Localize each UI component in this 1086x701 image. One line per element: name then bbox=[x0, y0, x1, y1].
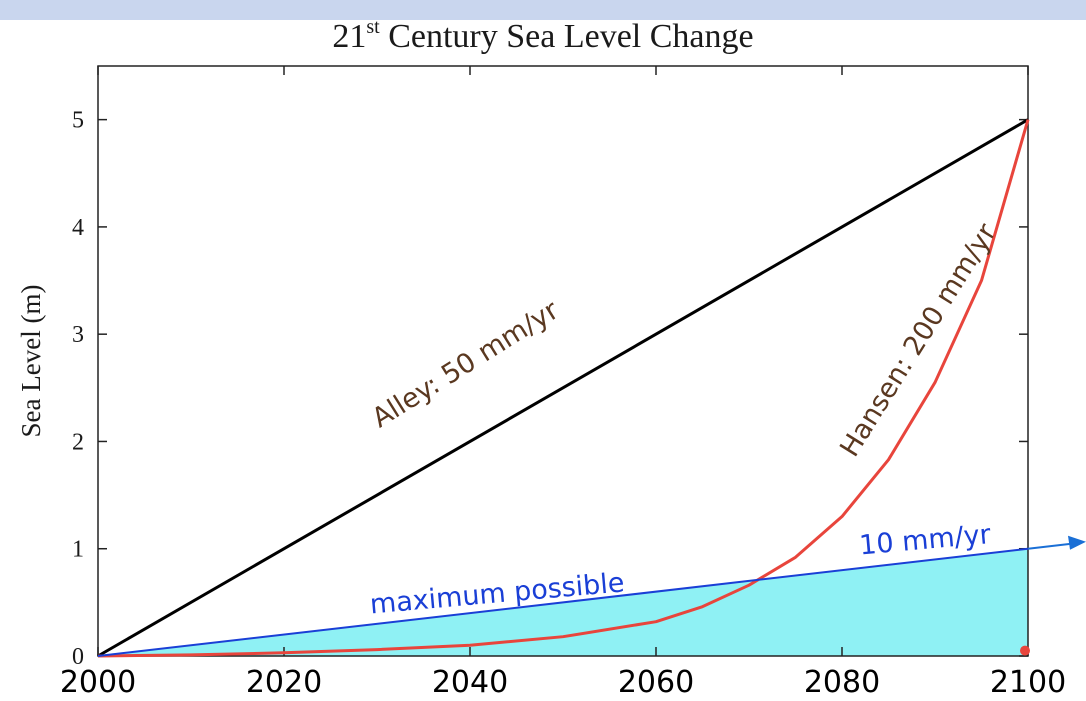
series-line bbox=[97, 119, 1030, 658]
annotation-label: Hansen: 200 mm/yr bbox=[834, 218, 1003, 463]
plot-frame bbox=[97, 65, 1029, 657]
annotation-label: Alley: 50 mm/yr bbox=[367, 294, 565, 434]
title-main: 21 bbox=[332, 18, 367, 55]
y-tick-label: 4 bbox=[72, 215, 84, 241]
x-tick-label: 2040 bbox=[432, 665, 508, 700]
x-tick-label: 2000 bbox=[60, 665, 136, 700]
y-tick-label: 5 bbox=[72, 108, 84, 134]
x-tick-label: 2080 bbox=[804, 665, 880, 700]
arrow-head bbox=[1068, 535, 1086, 550]
x-tick-label: 2020 bbox=[246, 665, 322, 700]
y-tick-label: 1 bbox=[72, 537, 84, 563]
series-lines bbox=[97, 118, 1081, 658]
series-line bbox=[97, 118, 1029, 658]
y-tick-label: 2 bbox=[72, 429, 84, 455]
y-axis-label: Sea Level (m) bbox=[16, 285, 46, 438]
endpoint-marker bbox=[1020, 645, 1030, 656]
annotations: Alley: 50 mm/yr Hansen: 200 mm/yrmaximum … bbox=[367, 218, 1003, 621]
series-line bbox=[97, 547, 1029, 657]
title-rest: Century Sea Level Change bbox=[379, 18, 754, 55]
y-tick-label: 0 bbox=[72, 644, 84, 670]
x-tick-label: 2060 bbox=[618, 665, 694, 700]
y-tick-label: 3 bbox=[72, 322, 84, 348]
x-tick-label: 2100 bbox=[990, 665, 1066, 700]
chart-title: 21st Century Sea Level Change bbox=[0, 16, 1086, 56]
x-tick-labels: 2000 2020 2040 2060 2080 2100 bbox=[60, 665, 1066, 700]
y-tick-labels: 0 1 2 3 4 5 bbox=[72, 108, 84, 670]
title-superscript: st bbox=[366, 16, 380, 38]
top-band bbox=[0, 0, 1086, 20]
